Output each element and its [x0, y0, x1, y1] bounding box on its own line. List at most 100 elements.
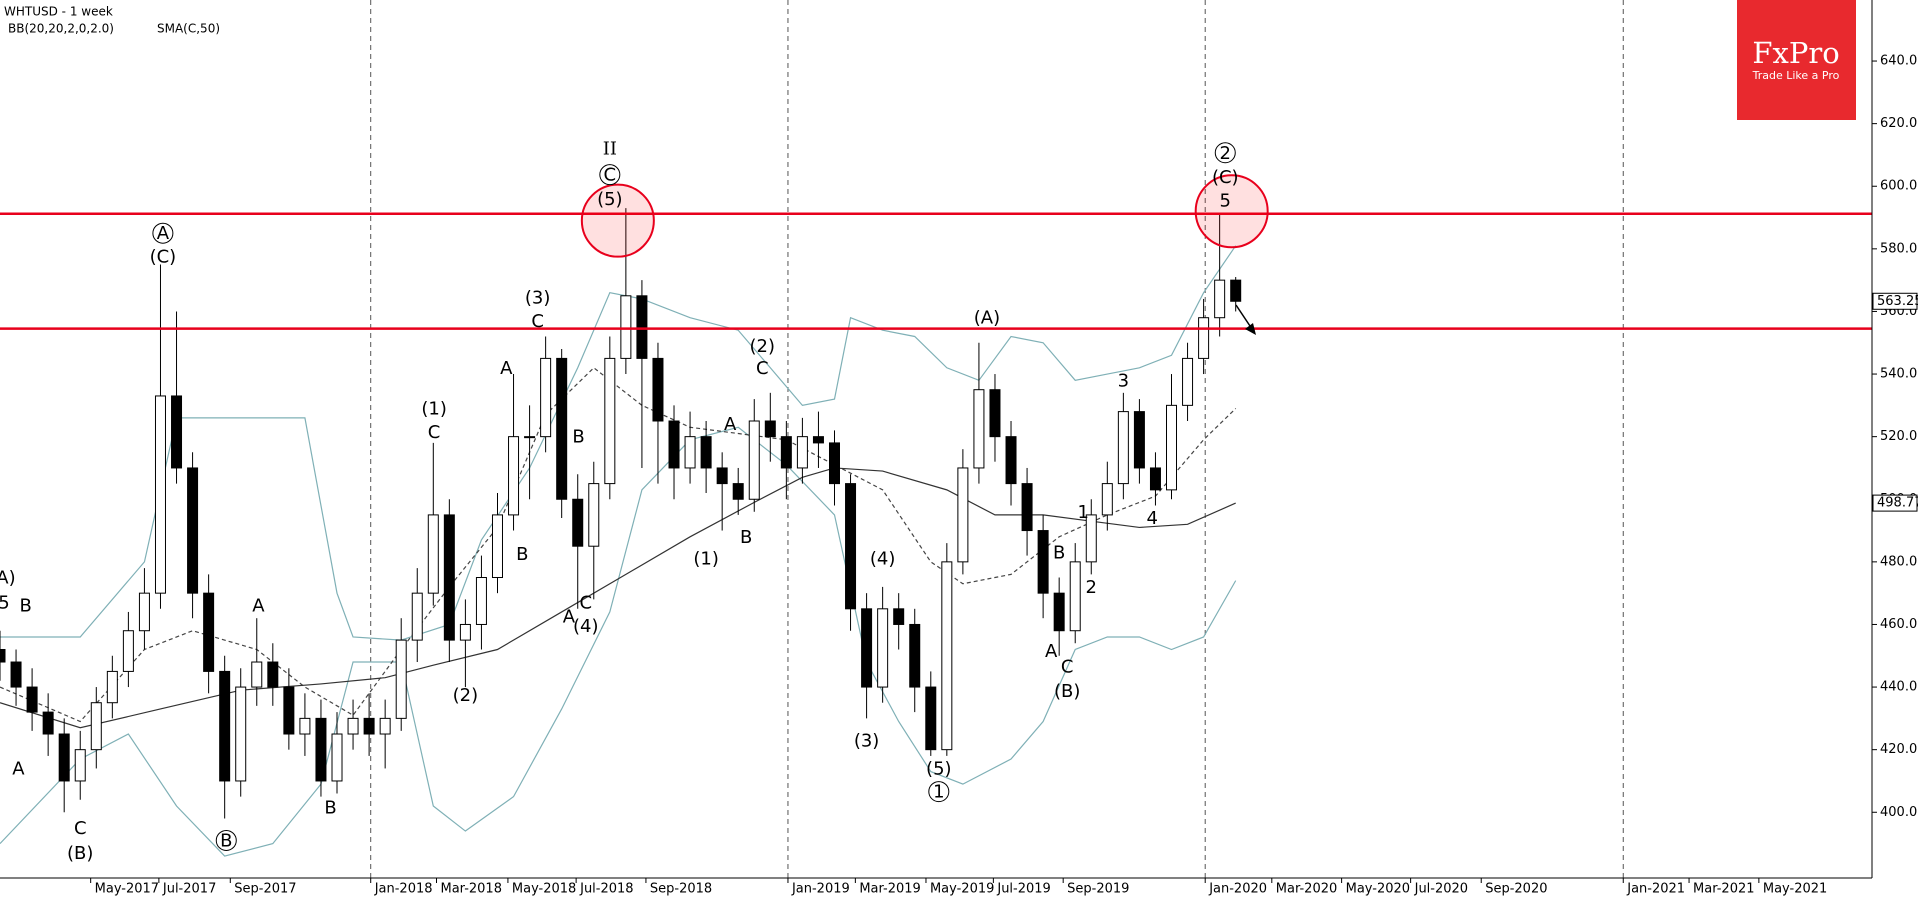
x-tick-label: Mar-2020: [1276, 882, 1337, 897]
candle-body: [203, 592, 215, 672]
wave-label: 1: [1078, 502, 1089, 523]
wave-label: (B): [67, 843, 93, 864]
candle-body: [427, 514, 439, 594]
candle-body: [122, 630, 134, 672]
wave-label: (4): [870, 549, 896, 570]
candle-body: [443, 514, 455, 641]
wave-label: B: [740, 527, 752, 548]
candle-body: [171, 395, 183, 469]
candle-body: [780, 436, 792, 469]
candle-body: [106, 670, 118, 704]
wave-circle: [152, 222, 174, 244]
highlight-circle: [1194, 174, 1269, 249]
wave-label: C: [756, 358, 769, 379]
candle-body: [604, 357, 616, 485]
candle-body: [299, 717, 311, 735]
candle-body: [925, 686, 937, 751]
candle-body: [973, 389, 985, 469]
candle-body: [1230, 279, 1242, 302]
candle-body: [138, 592, 150, 632]
last-price-tag: 563.25: [1877, 294, 1918, 309]
candle-body: [861, 608, 873, 688]
wave-label: A: [252, 596, 265, 617]
wave-label: (2): [453, 685, 479, 706]
candle-body: [90, 702, 102, 751]
wave-label: (3): [854, 730, 880, 751]
candle-body: [1037, 530, 1049, 594]
x-tick-label: May-2017: [95, 882, 159, 897]
candle-body: [1085, 514, 1097, 563]
candle-body: [812, 436, 824, 444]
candle-body: [941, 561, 953, 751]
wave-label: B: [324, 798, 336, 819]
arrow-head: [1245, 323, 1256, 335]
candle-layer: [0, 208, 1242, 819]
x-tick-label: Jul-2018: [579, 882, 633, 897]
candle-body: [154, 395, 166, 594]
x-tick-label: Mar-2018: [441, 882, 502, 897]
forecast-arrow: [1235, 304, 1251, 327]
wave-label: C: [74, 818, 87, 839]
wave-label: (4): [573, 616, 599, 637]
x-tick-label: May-2019: [930, 882, 994, 897]
x-tick-label: Sep-2019: [1067, 882, 1129, 897]
candle-body: [1182, 357, 1194, 406]
candle-body: [1117, 411, 1129, 485]
candle-body: [700, 436, 712, 469]
candle-body: [10, 661, 22, 688]
y-tick-label: 620.00: [1880, 116, 1918, 131]
wave-label: B: [220, 830, 232, 851]
wave-label: (C): [1212, 167, 1239, 188]
candle-body: [508, 436, 520, 516]
candle-body: [74, 749, 86, 782]
candle-body: [893, 608, 905, 625]
candle-body: [267, 661, 279, 688]
candle-body: [716, 467, 728, 485]
wave-label: 2: [1220, 143, 1231, 164]
candle-body: [524, 436, 536, 439]
y-tick-label: 640.00: [1880, 54, 1918, 69]
logo-name: FxPro: [1752, 36, 1839, 70]
candle-body: [475, 577, 487, 625]
y-tick-label: 440.00: [1880, 680, 1918, 695]
wave-circle: [1214, 142, 1236, 164]
wave-label: C: [1061, 657, 1074, 678]
wave-label: 1: [933, 782, 944, 803]
wave-label: A: [157, 223, 170, 244]
wave-label: C: [604, 165, 617, 186]
candle-body: [1198, 317, 1210, 359]
y-tick-label: 400.00: [1880, 805, 1918, 820]
wave-label: (B): [1054, 681, 1080, 702]
wave-label: II: [603, 139, 617, 160]
candle-body: [1069, 561, 1081, 632]
candle-body: [668, 420, 680, 469]
y-tick-label: 420.00: [1880, 742, 1918, 757]
wave-label: (3): [525, 287, 551, 308]
wave-label: (A): [0, 568, 16, 589]
wave-label: 3: [1118, 370, 1129, 391]
x-tick-label: Jan-2021: [1626, 882, 1685, 897]
candle-body: [652, 357, 664, 422]
wave-circle: [215, 829, 237, 851]
x-tick-label: Sep-2018: [650, 882, 712, 897]
wave-label: 2: [1086, 577, 1097, 598]
wave-circle: [928, 781, 950, 803]
candle-body: [1101, 483, 1113, 516]
wave-label: A: [12, 758, 25, 779]
x-tick-label: Mar-2019: [859, 882, 920, 897]
last-price-tag-box: [1872, 292, 1918, 310]
x-tick-label: Jul-2020: [1414, 882, 1468, 897]
candle-body: [219, 670, 231, 782]
candle-body: [1166, 404, 1178, 491]
candle-body: [283, 686, 295, 735]
x-tick-label: May-2021: [1763, 882, 1827, 897]
candle-body: [459, 623, 471, 641]
x-tick-label: Jan-2020: [1208, 882, 1267, 897]
wave-label: B: [1053, 542, 1065, 563]
wave-label: C: [531, 311, 544, 332]
candle-body: [1021, 483, 1033, 532]
candle-body: [491, 514, 503, 579]
wave-label: A: [724, 414, 737, 435]
candle-body: [1149, 467, 1161, 491]
